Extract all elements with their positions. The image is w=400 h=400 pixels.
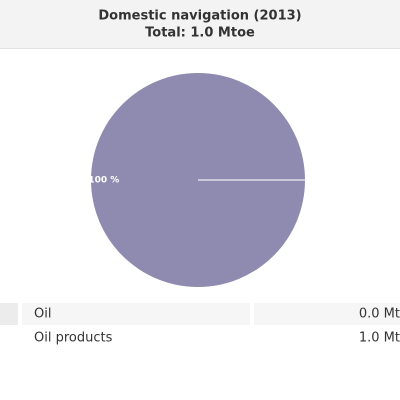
chart-title: Domestic navigation (2013) (98, 9, 301, 24)
data-label: 100 % (88, 176, 119, 186)
row-value: 0.0 Mt (359, 307, 400, 322)
row-label: Oil (34, 307, 51, 322)
header-band (0, 0, 400, 48)
row-marker (0, 303, 18, 325)
pie: 100 % (88, 73, 305, 287)
chart-subtitle: Total: 1.0 Mtoe (145, 26, 255, 41)
row-value: 1.0 Mt (359, 331, 400, 346)
row-bg (254, 303, 400, 325)
row-bg (22, 303, 250, 325)
row-label: Oil products (34, 331, 113, 346)
legend-table: Oil 0.0 Mt Oil products 1.0 Mt (0, 303, 400, 346)
